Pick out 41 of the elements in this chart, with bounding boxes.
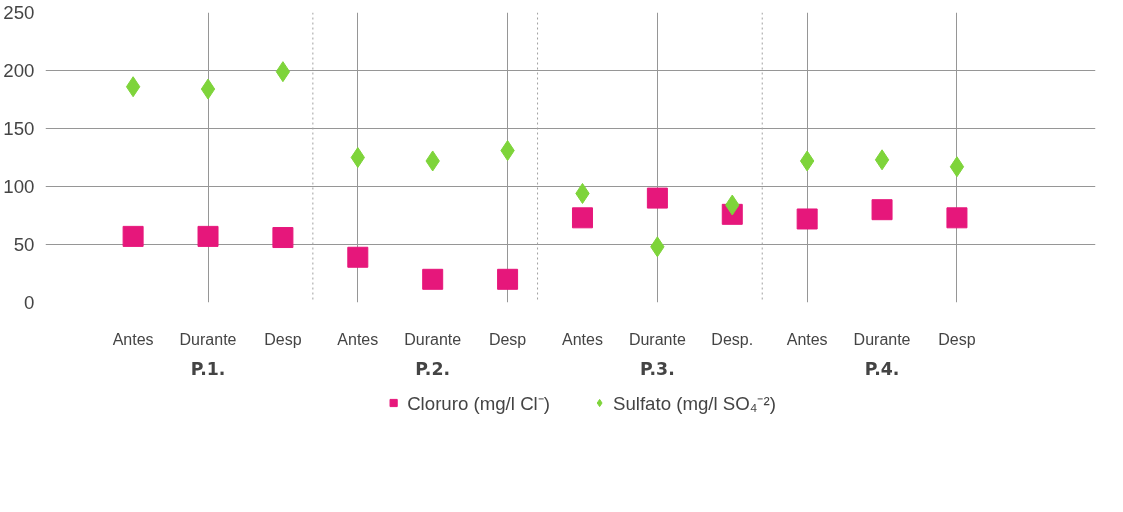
point	[497, 268, 519, 290]
legend-label: Sulfato (mg/l SO₄⁻²)	[612, 391, 776, 415]
point	[200, 78, 216, 100]
text: P.2.	[415, 358, 451, 379]
y-tick-label: 50	[13, 234, 35, 255]
point	[122, 225, 144, 247]
x-tick-label: Antes	[112, 330, 154, 348]
x-tick-label: Durante	[853, 330, 911, 348]
legend-label: Cloruro (mg/l Cl⁻)	[407, 391, 550, 415]
point	[422, 268, 444, 290]
point	[871, 199, 893, 221]
y-tick-label: 200	[3, 60, 35, 81]
point	[949, 156, 965, 178]
point	[125, 76, 141, 98]
point	[874, 149, 890, 171]
x-tick-label: Desp	[938, 330, 976, 348]
x-tick-label: Antes	[562, 330, 603, 348]
x-tick-label: Durante	[179, 330, 237, 348]
x-tick-label: Desp.	[711, 330, 754, 348]
point	[197, 225, 219, 247]
text: P.3.	[640, 358, 675, 379]
x-tick-label: Desp	[488, 330, 527, 348]
y-tick-label: 150	[3, 118, 35, 139]
point	[275, 61, 291, 83]
point	[571, 207, 593, 229]
x-tick-label: Desp	[264, 330, 302, 348]
point	[946, 207, 968, 229]
point	[272, 227, 294, 249]
y-tick-label: 100	[3, 176, 35, 197]
text: P.1.	[190, 358, 226, 379]
x-tick-label: Antes	[786, 330, 828, 348]
point	[347, 246, 369, 268]
point	[796, 208, 818, 230]
point	[350, 147, 365, 168]
x-tick-label: Durante	[628, 330, 686, 348]
y-tick-label: 0	[24, 292, 35, 313]
x-tick-label: Durante	[404, 330, 462, 348]
point	[646, 187, 668, 209]
x-tick-label: Antes	[337, 330, 379, 348]
y-tick-label: 250	[3, 2, 35, 23]
text: P.4.	[864, 358, 900, 379]
